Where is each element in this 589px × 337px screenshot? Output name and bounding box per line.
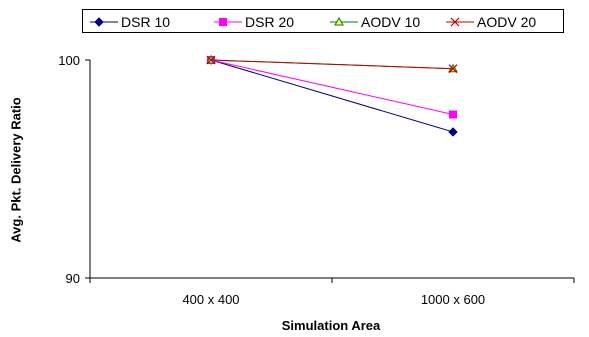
y-axis-title: Avg. Pkt. Delivery Ratio xyxy=(8,97,24,243)
legend-swatch-aodv20 xyxy=(446,17,474,27)
legend-swatch-dsr20 xyxy=(214,18,242,26)
legend-swatch-aodv10 xyxy=(330,16,358,26)
legend-swatch-dsr10 xyxy=(90,17,118,27)
data-point xyxy=(206,55,216,65)
series-line-3 xyxy=(210,59,454,70)
legend-marker xyxy=(334,16,344,26)
x-tick-label: 400 x 400 xyxy=(182,292,239,307)
legend-marker xyxy=(450,17,460,27)
legend-label-aodv20: AODV 20 xyxy=(477,14,537,30)
legend-label-dsr10: DSR 10 xyxy=(121,14,171,30)
legend-item-aodv10: AODV 10 xyxy=(329,13,420,31)
x-tick-label: 1000 x 600 xyxy=(421,292,485,307)
y-tick-label: 100 xyxy=(58,53,80,68)
legend-marker xyxy=(94,17,104,27)
y-tick-label: 90 xyxy=(66,271,80,286)
series-line-1 xyxy=(210,59,454,115)
legend-item-aodv20: AODV 20 xyxy=(445,13,536,31)
data-point xyxy=(448,64,458,74)
legend-item-dsr10: DSR 10 xyxy=(89,13,170,31)
legend-label-dsr20: DSR 20 xyxy=(245,14,295,30)
legend-item-dsr20: DSR 20 xyxy=(213,13,294,31)
legend-label-aodv10: AODV 10 xyxy=(361,14,421,30)
legend: DSR 10 DSR 20 AODV 10 AODV 20 xyxy=(82,9,564,33)
series-line-0 xyxy=(210,59,454,133)
x-axis-title: Simulation Area xyxy=(281,318,381,333)
data-point xyxy=(448,127,458,137)
legend-marker xyxy=(219,18,227,26)
data-point xyxy=(449,110,457,119)
